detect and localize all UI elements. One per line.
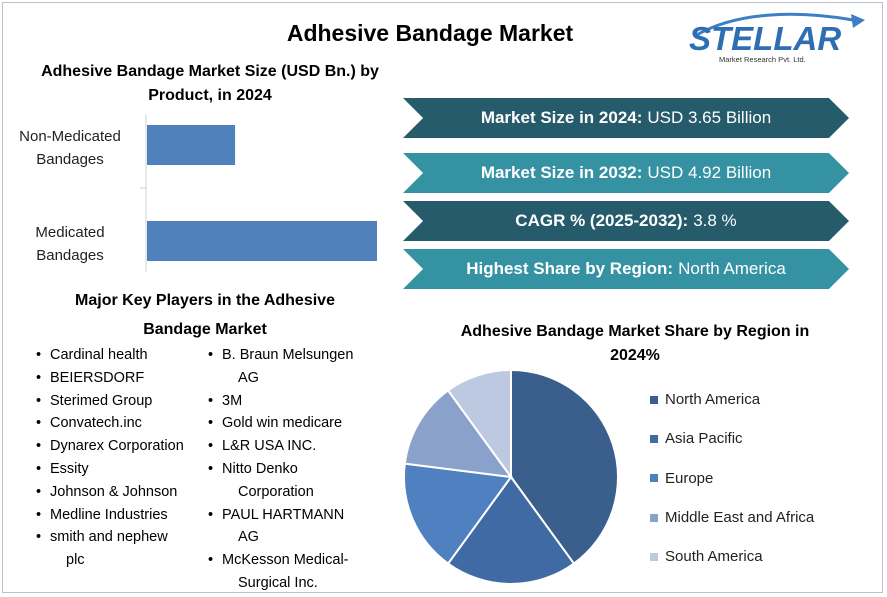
kpi-market-size-2024: Market Size in 2024: USD 3.65 Billion — [403, 98, 849, 138]
bar-2 — [147, 221, 377, 261]
legend-swatch — [650, 552, 658, 561]
legend-swatch — [650, 513, 658, 522]
legend-item: South America — [650, 537, 814, 576]
legend-item: Asia Pacific — [650, 419, 814, 458]
legend-label: Middle East and Africa — [665, 509, 815, 527]
bar-category-label: Bandages — [36, 247, 104, 264]
key-player-item: BEIERSDORF — [36, 367, 206, 390]
pie-slice-south-america — [446, 368, 512, 481]
legend-label: Asia Pacific — [665, 430, 743, 448]
kpi-highest-share-region: Highest Share by Region: North America — [403, 249, 849, 289]
kpi-value: North America — [678, 259, 786, 278]
key-player-item: 3M — [208, 390, 378, 413]
stellar-logo: STELLAR Market Research Pvt. Ltd. — [689, 12, 865, 64]
legend-label: North America — [665, 391, 761, 409]
key-player-item: Johnson & Johnson — [36, 481, 206, 504]
logo-brand: STELLAR — [689, 20, 841, 57]
pie-slice-europe — [403, 462, 513, 565]
key-player-item: Dynarex Corporation — [36, 435, 206, 458]
legend-swatch — [650, 395, 658, 404]
pie-chart — [403, 368, 619, 585]
logo-swoosh — [694, 12, 854, 38]
legend-swatch — [650, 434, 658, 443]
kpi-value: 3.8 % — [693, 211, 737, 230]
bar-1 — [147, 125, 236, 165]
bar-chart-title: Adhesive Bandage Market Size (USD Bn.) b… — [41, 63, 379, 104]
legend-item: Europe — [650, 459, 814, 498]
pie-chart-title: Adhesive Bandage Market Share by Region … — [460, 323, 810, 364]
legend-swatch — [650, 474, 658, 483]
kpi-value: USD 3.65 Billion — [647, 108, 772, 127]
key-player-item: Sterimed Group — [36, 390, 206, 413]
legend-label: South America — [665, 548, 763, 566]
bar-category-label: Non-Medicated — [19, 128, 121, 145]
bar-category-label: Medicated — [35, 224, 104, 241]
key-players-column-1: Cardinal healthBEIERSDORFSterimed GroupC… — [36, 344, 206, 572]
key-player-item: Convatech.inc — [36, 412, 206, 435]
bar-chart: Non-Medicated Bandages Medicated Bandages — [19, 114, 377, 272]
legend-item: North America — [650, 380, 814, 419]
logo-arrow-icon — [851, 14, 865, 28]
kpi-value: USD 4.92 Billion — [647, 163, 772, 182]
kpi-label: Highest Share by Region: — [466, 259, 674, 278]
kpi-label: Market Size in 2032: — [480, 163, 643, 182]
key-player-item: L&R USA INC. — [208, 435, 378, 458]
key-player-item: McKesson Medical-Surgical Inc. — [208, 549, 378, 595]
key-player-item: Gold win medicare — [208, 412, 378, 435]
kpi-label: CAGR % (2025-2032): — [515, 211, 689, 230]
pie-legend: North America Asia Pacific Europe Middle Ea… — [650, 380, 814, 576]
bar-category-label: Bandages — [36, 151, 104, 168]
kpi-market-size-2032: Market Size in 2032: USD 4.92 Billion — [403, 153, 849, 193]
page-title: Adhesive Bandage Market — [286, 20, 574, 46]
key-players-title: Major Key Players in the Adhesive Bandag… — [75, 292, 335, 338]
pie-slice-asia-pacific — [446, 475, 576, 585]
kpi-label: Market Size in 2024: — [480, 108, 643, 127]
pie-slice-north-america — [510, 368, 619, 565]
legend-label: Europe — [665, 469, 714, 487]
logo-subtitle: Market Research Pvt. Ltd. — [719, 55, 806, 64]
key-players-column-2: B. Braun MelsungenAG3MGold win medicareL… — [208, 344, 378, 595]
pie-slice-middle-east-and-africa — [403, 389, 514, 479]
legend-item: Middle East and Africa — [650, 498, 814, 537]
key-player-item: Medline Industries — [36, 504, 206, 527]
key-player-item: Essity — [36, 458, 206, 481]
kpi-cagr: CAGR % (2025-2032): 3.8 % — [403, 201, 849, 241]
key-player-item: Cardinal health — [36, 344, 206, 367]
